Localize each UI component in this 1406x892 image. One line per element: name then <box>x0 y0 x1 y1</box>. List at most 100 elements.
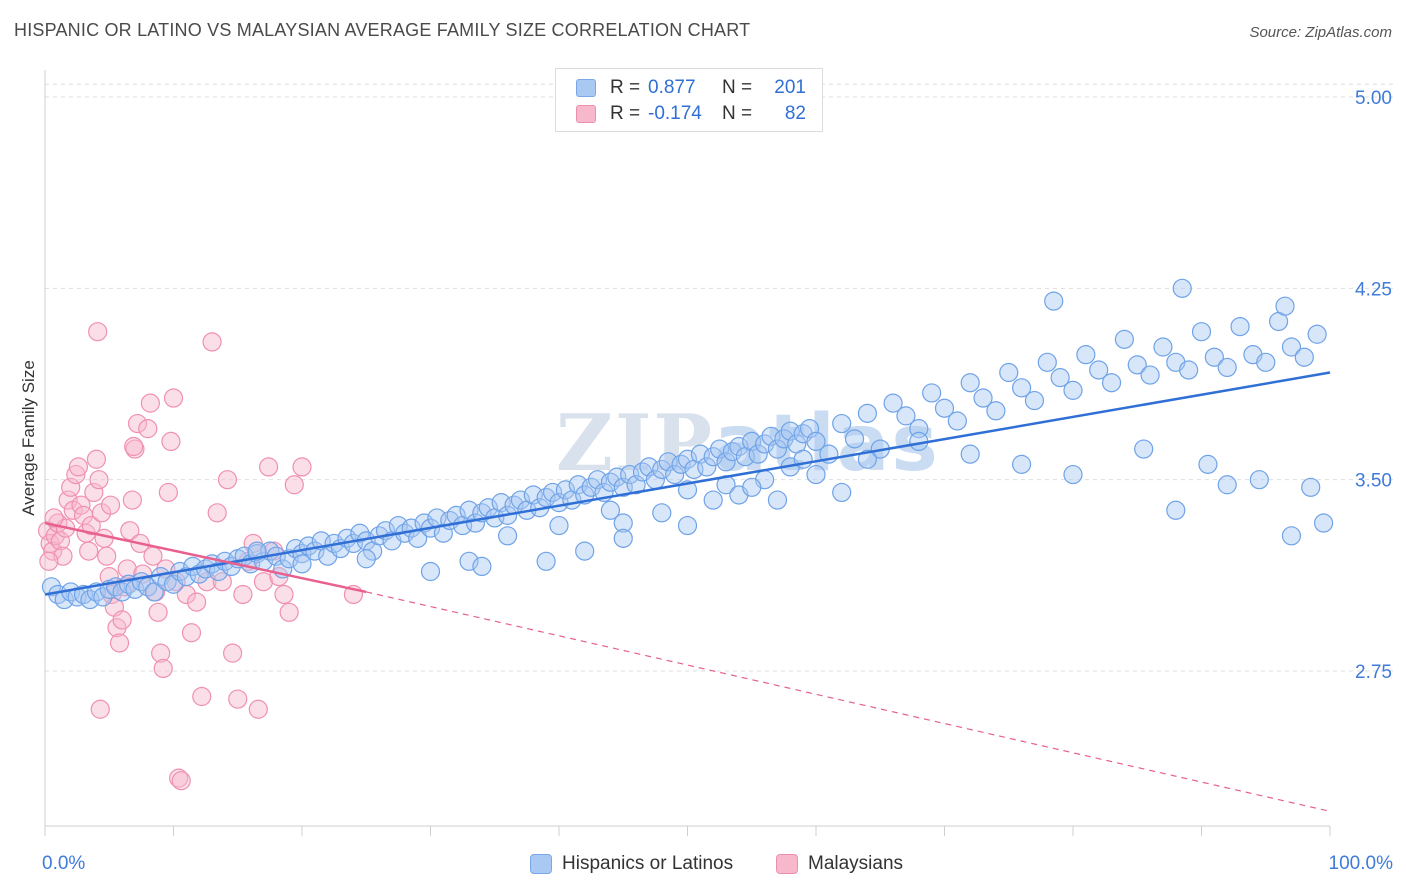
malaysian-point <box>223 643 243 663</box>
malaysian-point <box>151 643 171 663</box>
malaysian-point <box>233 584 253 605</box>
hispanic-point <box>1275 296 1295 316</box>
hispanic-point <box>1076 345 1096 365</box>
legend-row-hispanic: R = 0.877 N = 201 <box>576 77 806 99</box>
y-tick-label: 4.25 <box>1355 279 1392 300</box>
malaysian-point <box>138 419 158 439</box>
malaysian-point <box>284 475 304 495</box>
hispanic-point <box>536 487 556 508</box>
legend-item-malaysian: Malaysians <box>776 852 903 876</box>
hispanic-point <box>536 551 556 571</box>
legend-r-label: R = <box>610 103 641 124</box>
legend-n-value: 82 <box>784 103 806 124</box>
hispanic-point <box>1089 360 1109 380</box>
hispanic-point <box>806 464 826 485</box>
hispanic-point <box>960 373 980 393</box>
hispanic-point <box>1063 380 1083 400</box>
hispanic-point <box>575 541 595 561</box>
malaysian-point <box>112 610 132 630</box>
malaysian-point <box>140 393 160 413</box>
hispanic-point <box>356 549 376 569</box>
legend-label-malaysian: Malaysians <box>808 853 904 874</box>
malaysian-point <box>248 699 268 719</box>
malaysian-trend-extrapolation <box>366 591 1331 812</box>
hispanic-point <box>1044 291 1064 311</box>
hispanic-point <box>472 556 492 577</box>
malaysian-point <box>258 457 279 477</box>
y-axis-label: Average Family Size <box>19 360 38 516</box>
hispanic-point <box>1204 347 1224 367</box>
malaysian-point <box>253 572 274 592</box>
malaysian-point <box>79 541 99 561</box>
hispanic-point <box>671 454 691 474</box>
hispanic-point <box>767 490 788 510</box>
malaysian-point <box>94 528 114 548</box>
hispanic-point <box>600 472 621 492</box>
malaysian-point <box>217 470 238 490</box>
hispanic-point <box>1281 526 1302 546</box>
legend-n-label: N = <box>722 103 753 124</box>
hispanic-point <box>1134 439 1154 459</box>
legend-label-hispanic: Hispanics or Latinos <box>562 853 734 874</box>
hispanic-point <box>1114 329 1135 349</box>
hispanic-point <box>806 431 826 451</box>
legend-n-label: N = <box>722 77 753 98</box>
hispanic-points <box>41 278 1334 610</box>
malaysian-point <box>122 490 142 510</box>
hispanic-point <box>986 401 1006 421</box>
malaysian-point <box>158 482 178 503</box>
hispanic-point <box>767 439 788 459</box>
malaysian-point <box>53 546 73 566</box>
hispanic-point <box>1050 368 1070 388</box>
hispanic-point <box>1037 352 1057 372</box>
correlation-legend: R = 0.877 N = 201 R = -0.174 N = 82 <box>555 68 823 132</box>
legend-swatch-hispanic <box>530 854 552 874</box>
hispanic-point <box>247 541 267 561</box>
hispanic-point <box>1140 365 1160 385</box>
hispanic-point <box>1281 337 1302 357</box>
malaysian-point <box>39 551 59 571</box>
malaysian-point <box>109 633 130 653</box>
y-tick-label: 2.75 <box>1355 662 1392 683</box>
malaysian-point <box>171 771 191 791</box>
hispanic-point <box>922 383 942 403</box>
hispanic-point <box>677 515 698 536</box>
malaysian-point <box>66 464 86 485</box>
malaysian-point <box>84 482 104 503</box>
hispanic-point <box>697 457 717 477</box>
axes <box>44 70 1331 836</box>
hispanic-point <box>1217 357 1237 378</box>
hispanic-point <box>742 477 762 497</box>
hispanic-point <box>1166 500 1186 520</box>
hispanic-point <box>1249 470 1269 490</box>
hispanic-point <box>857 403 878 423</box>
hispanic-point <box>1127 355 1147 375</box>
hispanic-point <box>703 490 723 510</box>
watermark-atlas: atlas <box>714 399 940 489</box>
legend-item-hispanic: Hispanics or Latinos <box>530 852 733 876</box>
hispanic-point <box>832 413 852 434</box>
hispanic-point <box>652 459 672 480</box>
hispanic-point <box>748 444 768 464</box>
malaysian-point <box>90 699 110 719</box>
hispanic-point <box>1153 337 1173 357</box>
malaysian-point <box>148 602 168 622</box>
hispanic-point <box>652 503 672 523</box>
hispanic-point <box>1011 378 1032 398</box>
hispanic-point <box>722 442 743 462</box>
malaysian-point <box>100 495 121 515</box>
hispanic-point <box>857 449 878 469</box>
malaysian-point <box>117 559 137 579</box>
hispanic-point <box>1172 278 1192 298</box>
hispanic-point <box>600 500 621 520</box>
hispanic-point <box>555 480 576 500</box>
hispanic-point <box>665 464 685 485</box>
y-tick-label: 3.50 <box>1355 471 1392 492</box>
legend-swatch-malaysian <box>576 105 596 123</box>
hispanic-point <box>1256 352 1276 372</box>
hispanic-point <box>973 388 993 408</box>
x-tick-label-max: 100.0% <box>1329 853 1394 874</box>
malaysian-point <box>89 470 109 490</box>
hispanic-point <box>1179 360 1199 380</box>
